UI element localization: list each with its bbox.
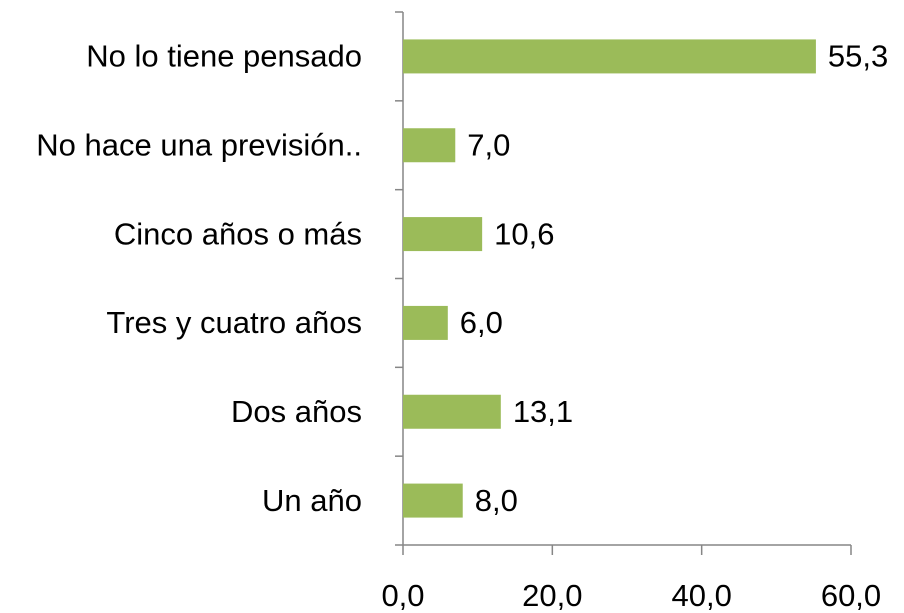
bar (403, 217, 483, 252)
x-tick-label: 60,0 (821, 578, 881, 613)
bar (403, 39, 816, 74)
x-tick-label: 40,0 (671, 578, 731, 613)
value-label: 6,0 (460, 305, 503, 340)
value-label: 13,1 (513, 394, 573, 429)
x-tick-label: 20,0 (522, 578, 582, 613)
x-tick-label: 0,0 (381, 578, 424, 613)
y-tick-label: Tres y cuatro años (106, 305, 362, 340)
bar (403, 305, 448, 340)
y-tick-label: Cinco años o más (114, 216, 362, 251)
bar (403, 483, 463, 518)
y-tick-label: No hace una previsión.. (36, 127, 362, 162)
bar (403, 394, 501, 429)
value-label: 55,3 (828, 39, 888, 74)
y-tick-label: Dos años (231, 394, 362, 429)
y-tick-label: Un año (262, 483, 362, 518)
value-label: 7,0 (467, 127, 510, 162)
value-label: 8,0 (475, 483, 518, 518)
y-tick-label: No lo tiene pensado (86, 39, 362, 74)
value-label: 10,6 (494, 216, 554, 251)
bar (403, 128, 456, 163)
